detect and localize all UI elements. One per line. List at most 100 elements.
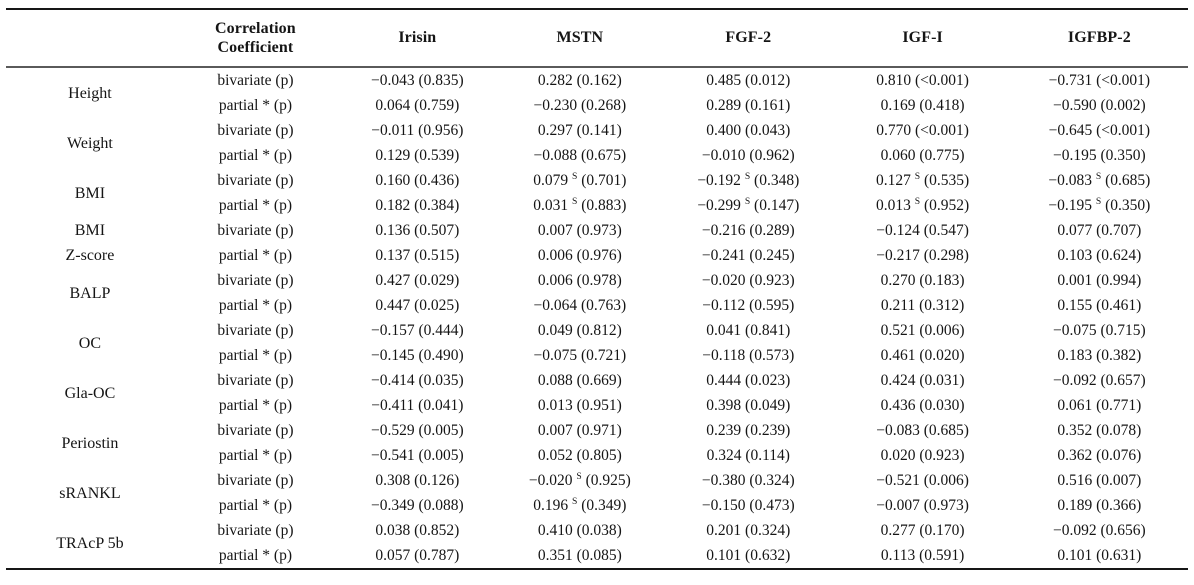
significance-superscript: S: [914, 170, 921, 182]
correlation-value-cell: 0.013 S (0.952): [876, 195, 970, 214]
table-row: partial * (p) −0.145 (0.490) −0.075 (0.721…: [6, 343, 1188, 368]
correlation-type-label: bivariate (p): [217, 322, 294, 339]
correlation-value-cell: 0.810 (<0.001): [876, 72, 969, 89]
correlation-value-cell: 0.101 (0.631): [1057, 547, 1142, 564]
column-header-igfi: IGF-I: [902, 29, 943, 46]
correlation-value-cell: 0.461 (0.020): [880, 347, 965, 364]
column-header-correlation-coefficient: Correlation Coefficient: [174, 9, 337, 67]
correlation-value-cell: 0.770 (<0.001): [876, 122, 969, 139]
column-header-mstn: MSTN: [556, 29, 604, 46]
correlation-value-cell: 0.485 (0.012): [706, 72, 791, 89]
correlation-value-cell: −0.083 (0.685): [876, 422, 969, 439]
correlation-value-cell: −0.195 S (0.350): [1048, 195, 1151, 214]
correlation-value-cell: 0.060 (0.775): [880, 147, 965, 164]
correlation-value-cell: 0.436 (0.030): [880, 397, 965, 414]
correlation-value-cell: 0.127 S (0.535): [876, 170, 970, 189]
table-row: BALP bivariate (p) 0.427 (0.029) 0.006 (0.9…: [6, 268, 1188, 302]
table-row: Height bivariate (p) −0.043 (0.835) 0.282 (…: [6, 67, 1188, 102]
table-row: sRANKL bivariate (p) 0.308 (0.126) −0.020 S…: [6, 468, 1188, 502]
correlation-value-cell: 0.137 (0.515): [375, 247, 460, 264]
correlation-value-cell: −0.088 (0.675): [533, 147, 627, 164]
column-header-fgf2: FGF-2: [725, 29, 772, 46]
correlation-type-label: partial * (p): [218, 197, 292, 214]
correlation-value-cell: 0.270 (0.183): [880, 272, 965, 289]
correlation-value-cell: 0.101 (0.632): [706, 547, 791, 564]
correlation-value-cell: −0.020 (0.923): [701, 272, 795, 289]
correlation-value-cell: 0.064 (0.759): [375, 97, 460, 114]
correlation-value-cell: 0.079 S (0.701): [533, 170, 627, 189]
table-row: partial * (p) 0.447 (0.025) −0.064 (0.763)…: [6, 293, 1188, 318]
correlation-value-cell: −0.043 (0.835): [370, 72, 464, 89]
row-group-label: Weight: [67, 134, 113, 152]
correlation-value-cell: 0.006 (0.976): [537, 247, 622, 264]
correlation-value-cell: 0.400 (0.043): [706, 122, 791, 139]
column-header-irisin: Irisin: [398, 29, 437, 46]
correlation-value-cell: 0.113 (0.591): [880, 547, 965, 564]
correlation-value-cell: 0.038 (0.852): [375, 522, 460, 539]
table-row: partial * (p) 0.057 (0.787) 0.351 (0.085) 0…: [6, 543, 1188, 569]
correlation-value-cell: 0.521 (0.006): [880, 322, 965, 339]
correlation-type-label: partial * (p): [218, 497, 292, 514]
correlation-type-label: partial * (p): [218, 547, 292, 564]
correlation-value-cell: −0.010 (0.962): [701, 147, 795, 164]
correlation-value-cell: 0.103 (0.624): [1057, 247, 1142, 264]
correlation-value-cell: 0.006 (0.978): [537, 272, 622, 289]
table-row: partial * (p) 0.182 (0.384) 0.031 S (0.883…: [6, 193, 1188, 218]
correlation-value-cell: −0.217 (0.298): [876, 247, 969, 264]
correlation-value-cell: −0.011 (0.956): [371, 122, 464, 139]
correlation-value-cell: 0.031 S (0.883): [533, 195, 627, 214]
correlation-value-cell: 0.352 (0.078): [1057, 422, 1142, 439]
row-group-label: BALP: [69, 284, 111, 302]
correlation-value-cell: −0.064 (0.763): [533, 297, 627, 314]
table-row: partial * (p) 0.129 (0.539) −0.088 (0.675)…: [6, 143, 1188, 168]
correlation-value-cell: 0.136 (0.507): [375, 222, 460, 239]
table-row: Gla-OC bivariate (p) −0.414 (0.035) 0.088 (…: [6, 368, 1188, 402]
correlation-value-cell: 0.447 (0.025): [375, 297, 460, 314]
correlation-value-cell: 0.398 (0.049): [706, 397, 791, 414]
row-group-label: Height: [68, 84, 112, 102]
table-row: BMI Z-score bivariate (p) 0.136 (0.507) 0.0…: [6, 218, 1188, 264]
correlation-type-label: partial * (p): [218, 97, 292, 114]
correlation-value-cell: −0.092 (0.656): [1052, 522, 1146, 539]
correlation-value-cell: −0.299 S (0.147): [697, 195, 800, 214]
table-row: partial * (p) 0.064 (0.759) −0.230 (0.268)…: [6, 93, 1188, 118]
correlation-value-cell: 0.182 (0.384): [375, 197, 460, 214]
significance-superscript: S: [914, 195, 921, 207]
table-header: Correlation Coefficient Irisin MSTN FGF-…: [6, 9, 1188, 67]
table-row: TRAcP 5b bivariate (p) 0.038 (0.852) 0.410 …: [6, 518, 1188, 552]
significance-superscript: S: [572, 195, 578, 207]
correlation-value-cell: 0.007 (0.973): [537, 222, 622, 239]
correlation-value-cell: −0.590 (0.002): [1052, 97, 1146, 114]
row-group-label: OC: [78, 334, 102, 352]
correlation-type-label: partial * (p): [218, 247, 292, 264]
correlation-value-cell: −0.521 (0.006): [876, 472, 969, 489]
table-row: partial * (p) −0.349 (0.088) 0.196 S (0.34…: [6, 493, 1188, 518]
correlation-value-cell: 0.239 (0.239): [706, 422, 791, 439]
correlation-value-cell: −0.092 (0.657): [1052, 372, 1146, 389]
correlation-value-cell: −0.414 (0.035): [370, 372, 464, 389]
correlation-value-cell: −0.731 (<0.001): [1048, 72, 1151, 89]
correlation-value-cell: 0.160 (0.436): [375, 172, 460, 189]
correlation-value-cell: −0.075 (0.721): [533, 347, 627, 364]
correlation-value-cell: 0.189 (0.366): [1057, 497, 1142, 514]
correlation-value-cell: −0.118 (0.573): [702, 347, 795, 364]
correlation-type-label: bivariate (p): [217, 122, 294, 139]
correlation-type-label: bivariate (p): [217, 72, 294, 89]
correlation-type-label: bivariate (p): [217, 472, 294, 489]
correlation-value-cell: 0.362 (0.076): [1057, 447, 1142, 464]
significance-superscript: S: [576, 470, 582, 482]
correlation-type-label: bivariate (p): [217, 522, 294, 539]
table-body: Height bivariate (p) −0.043 (0.835) 0.282 (…: [6, 67, 1188, 569]
correlation-type-label: partial * (p): [218, 447, 292, 464]
correlation-value-cell: 0.155 (0.461): [1057, 297, 1142, 314]
correlation-type-label: partial * (p): [218, 297, 292, 314]
correlation-value-cell: 0.013 (0.951): [537, 397, 622, 414]
correlation-value-cell: −0.075 (0.715): [1052, 322, 1146, 339]
correlation-value-cell: 0.088 (0.669): [537, 372, 622, 389]
correlation-value-cell: 0.052 (0.805): [537, 447, 622, 464]
correlation-type-label: bivariate (p): [217, 272, 294, 289]
table-row: partial * (p) −0.411 (0.041) 0.013 (0.951)…: [6, 393, 1188, 418]
correlation-value-cell: −0.124 (0.547): [876, 222, 969, 239]
correlation-value-cell: −0.241 (0.245): [701, 247, 795, 264]
